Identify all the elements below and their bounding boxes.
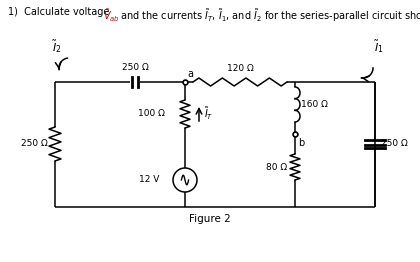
Text: a: a: [187, 69, 193, 79]
Text: Figure 2: Figure 2: [189, 214, 231, 224]
Text: $\tilde{I}_2$: $\tilde{I}_2$: [52, 38, 62, 55]
Text: $\tilde{I}_1$: $\tilde{I}_1$: [374, 38, 384, 55]
Text: 250 Ω: 250 Ω: [381, 139, 408, 149]
Text: $\tilde{I}_T$: $\tilde{I}_T$: [204, 106, 213, 122]
Text: b: b: [298, 138, 304, 148]
Text: 120 Ω: 120 Ω: [227, 64, 253, 73]
Text: 12 V: 12 V: [139, 176, 159, 184]
Text: 250 Ω: 250 Ω: [122, 63, 148, 72]
Text: $\tilde{V}_{ab}$: $\tilde{V}_{ab}$: [103, 7, 120, 24]
Text: 250 Ω: 250 Ω: [21, 139, 48, 149]
Text: 100 Ω: 100 Ω: [138, 110, 165, 118]
Text: 160 Ω: 160 Ω: [301, 100, 328, 109]
Text: 80 Ω: 80 Ω: [266, 162, 287, 172]
Text: 1)  Calculate voltage: 1) Calculate voltage: [8, 7, 113, 17]
Text: and the currents $\tilde{I}_T$, $\tilde{I}_1$, and $\tilde{I}_2$ for the series-: and the currents $\tilde{I}_T$, $\tilde{…: [117, 7, 420, 24]
